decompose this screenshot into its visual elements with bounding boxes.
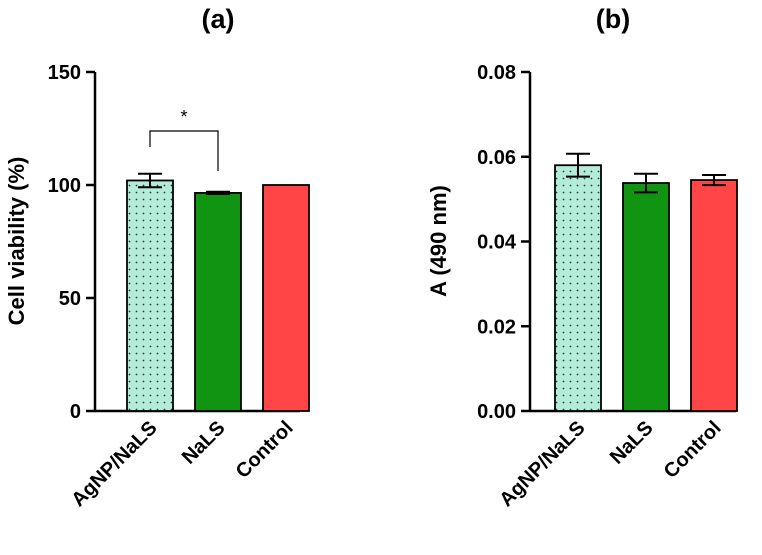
panel-a-y-tick-label: 50 bbox=[59, 288, 81, 310]
panel-a-significance-bracket bbox=[149, 130, 219, 171]
panel-b-category-label: Control bbox=[660, 417, 726, 483]
panel-b-y-tick-label: 0.02 bbox=[477, 316, 516, 338]
panel-b-bar-agnp-nals bbox=[554, 164, 602, 412]
panel-a-bar-nals bbox=[194, 192, 242, 412]
panel-b-category-labels: AgNP/NaLS NaLS Control bbox=[495, 417, 725, 511]
panel-a-error-bar bbox=[138, 172, 162, 189]
panel-a-significance: * bbox=[149, 107, 219, 171]
panel-b-bars bbox=[554, 152, 738, 412]
panel-b-bar-nals bbox=[622, 182, 670, 412]
panel-b-y-tick-label: 0.04 bbox=[477, 232, 517, 254]
panel-b-bar-control bbox=[690, 179, 738, 412]
panel-a-y-tick-label: 0 bbox=[70, 401, 81, 423]
panel-a-bars bbox=[126, 172, 310, 412]
panel-b-y-ticks: 0.00 0.02 0.04 0.06 0.08 bbox=[477, 62, 530, 423]
panel-b-category-label: NaLS bbox=[606, 417, 658, 469]
panel-b-y-tick-label: 0.08 bbox=[477, 62, 516, 84]
panel-b-error-bar bbox=[566, 152, 590, 178]
panel-a-y-tick-label: 150 bbox=[48, 62, 81, 84]
panel-a-bar-control bbox=[262, 184, 310, 412]
panel-a-category-labels: AgNP/NaLS NaLS Control bbox=[67, 417, 297, 511]
panel-a-y-tick-label: 100 bbox=[48, 175, 81, 197]
panel-a: (a) Cell viability (%) 0 50 100 150 * AgNP/… bbox=[4, 4, 310, 511]
panel-b-y-axis-label: A (490 nm) bbox=[426, 185, 451, 297]
panel-b-y-tick-label: 0.00 bbox=[477, 401, 516, 423]
panel-a-category-label: NaLS bbox=[178, 417, 230, 469]
panel-a-y-axis-label: Cell viability (%) bbox=[4, 157, 29, 326]
panel-b-title: (b) bbox=[596, 4, 630, 34]
panel-b-error-bar bbox=[702, 173, 726, 187]
panel-a-error-bar bbox=[206, 190, 230, 196]
panel-b: (b) A (490 nm) 0.00 0.02 0.04 0.06 0.08 AgNP… bbox=[426, 4, 738, 511]
panel-a-bar-agnp-nals bbox=[126, 179, 174, 412]
panel-b-y-tick-label: 0.06 bbox=[477, 147, 516, 169]
panel-a-category-label: Control bbox=[232, 417, 298, 483]
panel-b-category-label: AgNP/NaLS bbox=[495, 417, 589, 511]
panel-b-error-bar bbox=[634, 172, 658, 194]
panel-a-significance-label: * bbox=[180, 107, 187, 127]
panel-a-title: (a) bbox=[202, 4, 235, 34]
panel-a-category-label: AgNP/NaLS bbox=[67, 417, 161, 511]
panel-a-y-ticks: 0 50 100 150 bbox=[48, 62, 95, 423]
